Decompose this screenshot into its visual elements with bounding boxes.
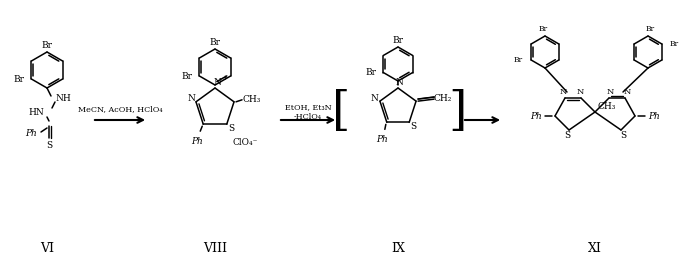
Text: CH₂: CH₂ bbox=[434, 94, 452, 103]
Text: N: N bbox=[576, 88, 584, 96]
Text: Br: Br bbox=[393, 36, 403, 44]
Text: Ph: Ph bbox=[191, 137, 203, 146]
Text: [: [ bbox=[332, 89, 350, 135]
Text: S: S bbox=[229, 124, 234, 133]
Text: Br: Br bbox=[514, 56, 523, 64]
Text: ]: ] bbox=[449, 89, 467, 135]
Text: N: N bbox=[559, 88, 567, 96]
Text: Br: Br bbox=[14, 75, 25, 83]
Text: IX: IX bbox=[391, 242, 405, 255]
Text: VI: VI bbox=[40, 242, 54, 255]
Text: Br: Br bbox=[182, 72, 193, 81]
Text: Br: Br bbox=[366, 68, 377, 77]
Text: Ph: Ph bbox=[648, 112, 660, 120]
Text: XI: XI bbox=[588, 242, 602, 255]
Text: -HClO₄: -HClO₄ bbox=[294, 113, 322, 121]
Text: Br: Br bbox=[645, 25, 654, 33]
Text: ClO₄⁻: ClO₄⁻ bbox=[232, 138, 258, 147]
Text: Br: Br bbox=[669, 40, 678, 48]
Text: CH₃: CH₃ bbox=[243, 95, 261, 104]
Text: EtOH, Et₃N: EtOH, Et₃N bbox=[285, 103, 331, 111]
Text: N: N bbox=[213, 77, 221, 87]
Text: MeCN, AcOH, HClO₄: MeCN, AcOH, HClO₄ bbox=[78, 105, 162, 113]
Text: S: S bbox=[410, 122, 416, 131]
Text: N: N bbox=[395, 77, 403, 87]
Text: Br: Br bbox=[209, 37, 220, 47]
Text: CH₃: CH₃ bbox=[598, 101, 616, 110]
Text: Ph: Ph bbox=[25, 129, 37, 139]
Text: N: N bbox=[187, 94, 195, 103]
Text: Br: Br bbox=[41, 41, 52, 49]
Text: HN: HN bbox=[28, 107, 44, 116]
Text: S: S bbox=[46, 140, 52, 150]
Text: Ph: Ph bbox=[376, 135, 388, 144]
Text: Br: Br bbox=[538, 25, 547, 33]
Text: N: N bbox=[371, 94, 379, 103]
Text: S: S bbox=[564, 132, 570, 140]
Text: VIII: VIII bbox=[203, 242, 227, 255]
Text: N: N bbox=[606, 88, 614, 96]
Text: +: + bbox=[220, 74, 228, 82]
Text: N: N bbox=[623, 88, 631, 96]
Text: NH: NH bbox=[55, 94, 71, 102]
Text: S: S bbox=[620, 132, 626, 140]
Text: Ph: Ph bbox=[530, 112, 542, 120]
